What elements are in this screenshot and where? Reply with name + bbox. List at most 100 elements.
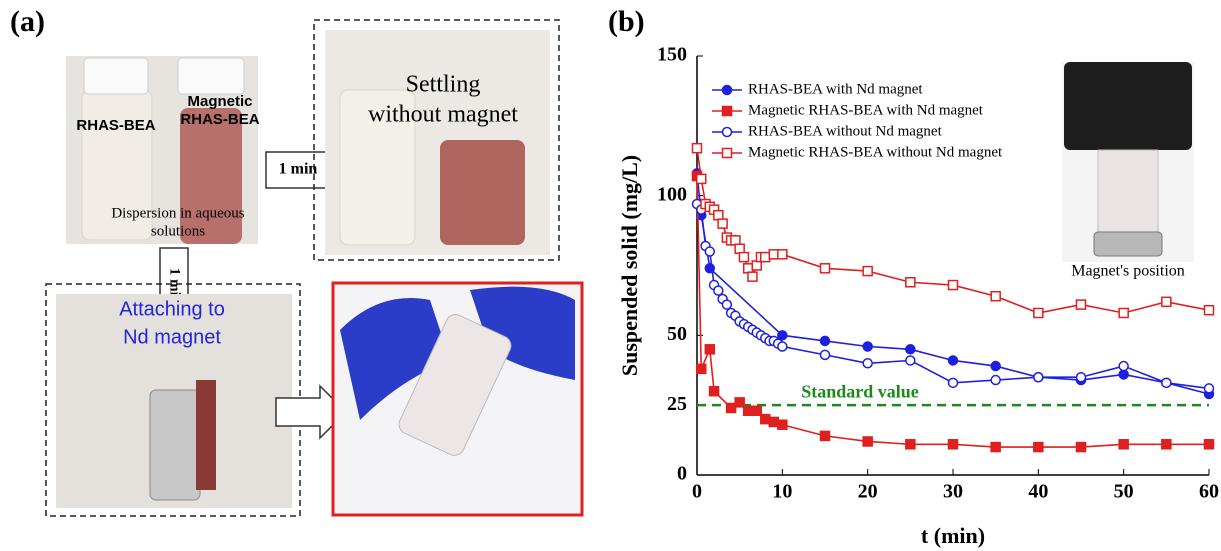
vial-label: RHAS-BEA [180, 111, 259, 128]
point [722, 300, 731, 309]
point [1034, 373, 1043, 382]
point [1119, 308, 1128, 317]
x-axis-label: t (min) [921, 523, 985, 548]
point [821, 264, 830, 273]
figure: (a) RHAS-BEA Magnetic RHAS-BEA Dispersio… [0, 0, 1221, 551]
point [863, 267, 872, 276]
y-axis-label: Suspended solid (mg/L) [617, 155, 642, 376]
panel-label: (b) [608, 5, 645, 38]
point [991, 362, 1000, 371]
point [697, 364, 706, 373]
x-tick-label: 50 [1114, 481, 1134, 503]
point [705, 345, 714, 354]
x-tick-label: 10 [772, 481, 792, 503]
legend-label: RHAS-BEA with Nd magnet [748, 81, 923, 97]
caption: Dispersion in aqueous [111, 205, 244, 221]
point [697, 174, 706, 183]
point [1034, 308, 1043, 317]
cap [178, 58, 244, 94]
legend-label: Magnetic RHAS-BEA without Nd magnet [748, 144, 1003, 160]
vial-label: Magnetic [187, 93, 252, 110]
point [769, 250, 778, 259]
point [906, 278, 915, 287]
point [821, 431, 830, 440]
point [778, 250, 787, 259]
x-tick-label: 30 [943, 481, 963, 503]
panel-b: (b) 0 25 50 100 150 0 10 20 30 40 50 60 t (min) Suspe… [608, 5, 1219, 548]
point [906, 440, 915, 449]
vial-label: RHAS-BEA [76, 117, 155, 134]
point [949, 281, 958, 290]
point [718, 219, 727, 228]
point [1077, 373, 1086, 382]
point [821, 350, 830, 359]
point [693, 144, 702, 153]
point [752, 406, 761, 415]
point [949, 378, 958, 387]
point [705, 247, 714, 256]
point [1205, 384, 1214, 393]
point [714, 286, 723, 295]
caption: solutions [151, 223, 205, 239]
x-tick-label: 0 [692, 481, 702, 503]
point [778, 331, 787, 340]
point [1119, 440, 1128, 449]
cap [84, 58, 148, 94]
attached-particles [196, 380, 216, 490]
point [761, 415, 770, 424]
point [739, 253, 748, 262]
point [723, 149, 732, 158]
y-tick-label: 25 [667, 393, 687, 415]
point [769, 417, 778, 426]
caption: Settling [406, 72, 481, 98]
x-tick-label: 60 [1199, 481, 1219, 503]
point [906, 356, 915, 365]
point [906, 345, 915, 354]
x-tick-label: 20 [858, 481, 878, 503]
y-tick-label: 0 [677, 463, 687, 485]
vial [440, 140, 525, 245]
point [723, 86, 732, 95]
point [991, 376, 1000, 385]
arrow-label: 1 min [279, 161, 318, 178]
panel-label: (a) [10, 5, 45, 38]
point [1205, 306, 1214, 315]
point [1162, 297, 1171, 306]
inset-vial [1098, 150, 1158, 240]
point [1077, 300, 1086, 309]
point [863, 437, 872, 446]
inset-label: Magnet's position [1071, 263, 1185, 280]
point [723, 128, 732, 137]
point [778, 342, 787, 351]
point [748, 272, 757, 281]
point [1034, 443, 1043, 452]
magnet [150, 390, 200, 500]
caption: without magnet [368, 102, 518, 128]
point [727, 403, 736, 412]
y-tick-label: 150 [657, 44, 687, 66]
point [1119, 362, 1128, 371]
point [735, 398, 744, 407]
point [1077, 443, 1086, 452]
y-tick-label: 100 [657, 183, 687, 205]
point [991, 443, 1000, 452]
legend-label: RHAS-BEA without Nd magnet [748, 123, 943, 139]
y-tick-label: 50 [667, 323, 687, 345]
point [991, 292, 1000, 301]
point [949, 356, 958, 365]
point [710, 387, 719, 396]
x-tick-label: 40 [1028, 481, 1048, 503]
point [863, 342, 872, 351]
point [778, 420, 787, 429]
point [761, 253, 770, 262]
reference-label: Standard value [801, 381, 919, 401]
caption: Nd magnet [123, 326, 221, 348]
panel-a: (a) RHAS-BEA Magnetic RHAS-BEA Dispersio… [10, 5, 582, 516]
point [723, 107, 732, 116]
point [1162, 440, 1171, 449]
point [744, 406, 753, 415]
legend-label: Magnetic RHAS-BEA with Nd magnet [748, 102, 984, 118]
point [1162, 378, 1171, 387]
point [949, 440, 958, 449]
caption: Attaching to [119, 298, 225, 320]
